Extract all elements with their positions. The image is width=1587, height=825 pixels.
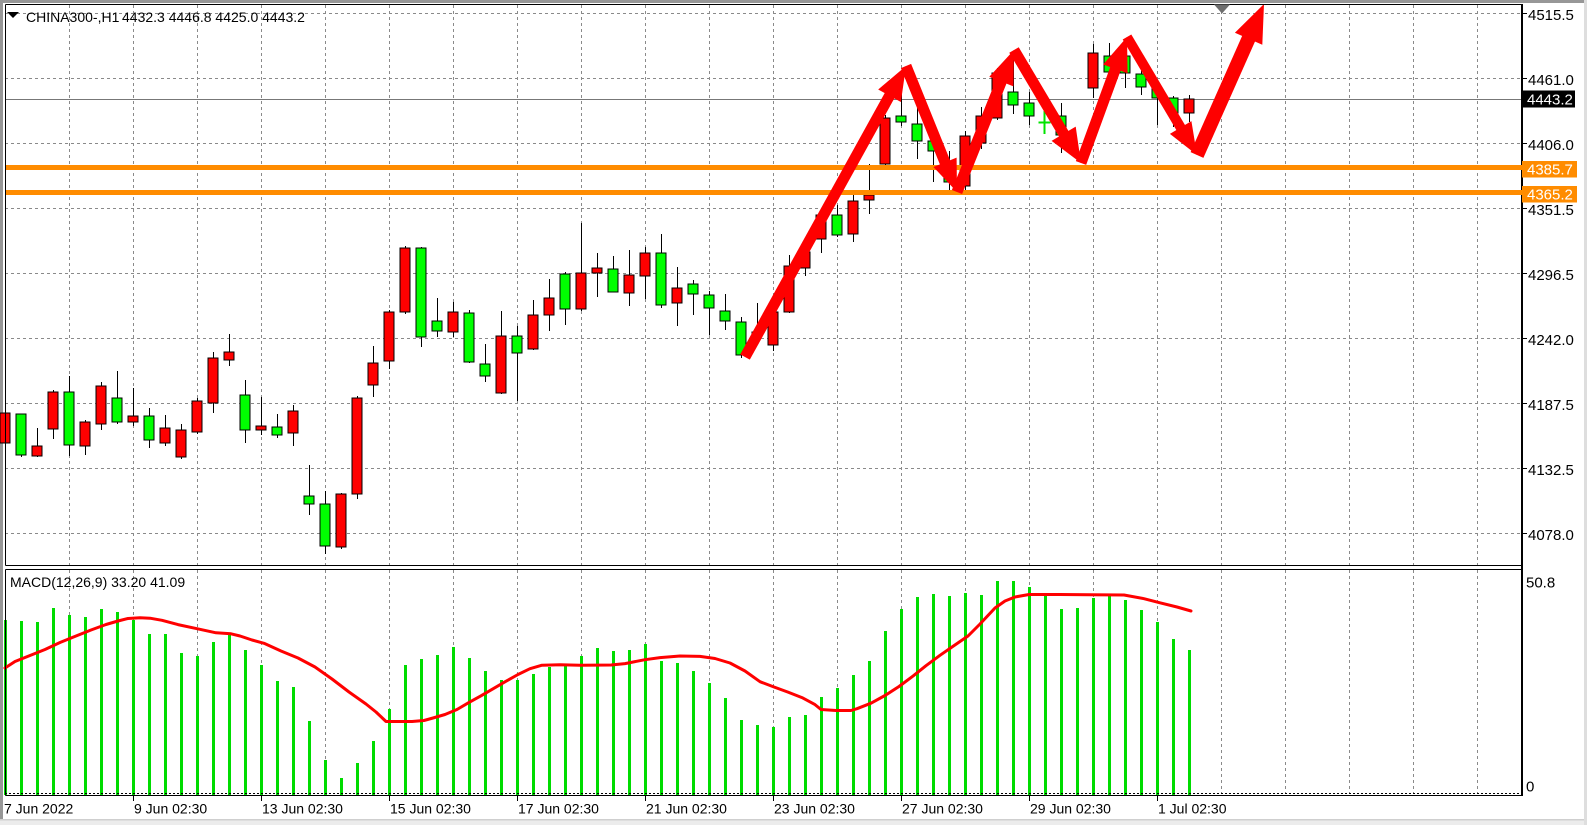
svg-text:4132.5: 4132.5 — [1528, 462, 1574, 479]
svg-text:23 Jun 02:30: 23 Jun 02:30 — [774, 801, 855, 817]
svg-text:0: 0 — [1526, 779, 1534, 796]
svg-text:4351.5: 4351.5 — [1528, 202, 1574, 219]
svg-text:4443.2: 4443.2 — [1527, 92, 1573, 109]
svg-text:1 Jul 02:30: 1 Jul 02:30 — [1158, 801, 1227, 817]
svg-text:4432.3 4446.8 4425.0 4443.2: 4432.3 4446.8 4425.0 4443.2 — [122, 9, 305, 25]
svg-text:27 Jun 02:30: 27 Jun 02:30 — [902, 801, 983, 817]
svg-text:4296.5: 4296.5 — [1528, 267, 1574, 284]
svg-text:4187.5: 4187.5 — [1528, 397, 1574, 414]
svg-text:50.8: 50.8 — [1526, 575, 1555, 592]
svg-text:4461.0: 4461.0 — [1528, 72, 1574, 89]
svg-text:17 Jun 02:30: 17 Jun 02:30 — [518, 801, 599, 817]
svg-text:4078.0: 4078.0 — [1528, 527, 1574, 544]
svg-text:4365.2: 4365.2 — [1527, 187, 1573, 204]
svg-text:29 Jun 02:30: 29 Jun 02:30 — [1030, 801, 1111, 817]
svg-text:7 Jun 2022: 7 Jun 2022 — [4, 801, 73, 817]
svg-text:4385.7: 4385.7 — [1527, 162, 1573, 179]
svg-text:13 Jun 02:30: 13 Jun 02:30 — [262, 801, 343, 817]
svg-text:4242.0: 4242.0 — [1528, 332, 1574, 349]
svg-text:21 Jun 02:30: 21 Jun 02:30 — [646, 801, 727, 817]
svg-text:9 Jun 02:30: 9 Jun 02:30 — [134, 801, 207, 817]
svg-text:CHINA300-,H1: CHINA300-,H1 — [26, 9, 120, 25]
svg-text:4406.0: 4406.0 — [1528, 137, 1574, 154]
svg-text:4515.5: 4515.5 — [1528, 7, 1574, 24]
svg-text:MACD(12,26,9) 33.20 41.09: MACD(12,26,9) 33.20 41.09 — [10, 574, 185, 590]
svg-text:15 Jun 02:30: 15 Jun 02:30 — [390, 801, 471, 817]
